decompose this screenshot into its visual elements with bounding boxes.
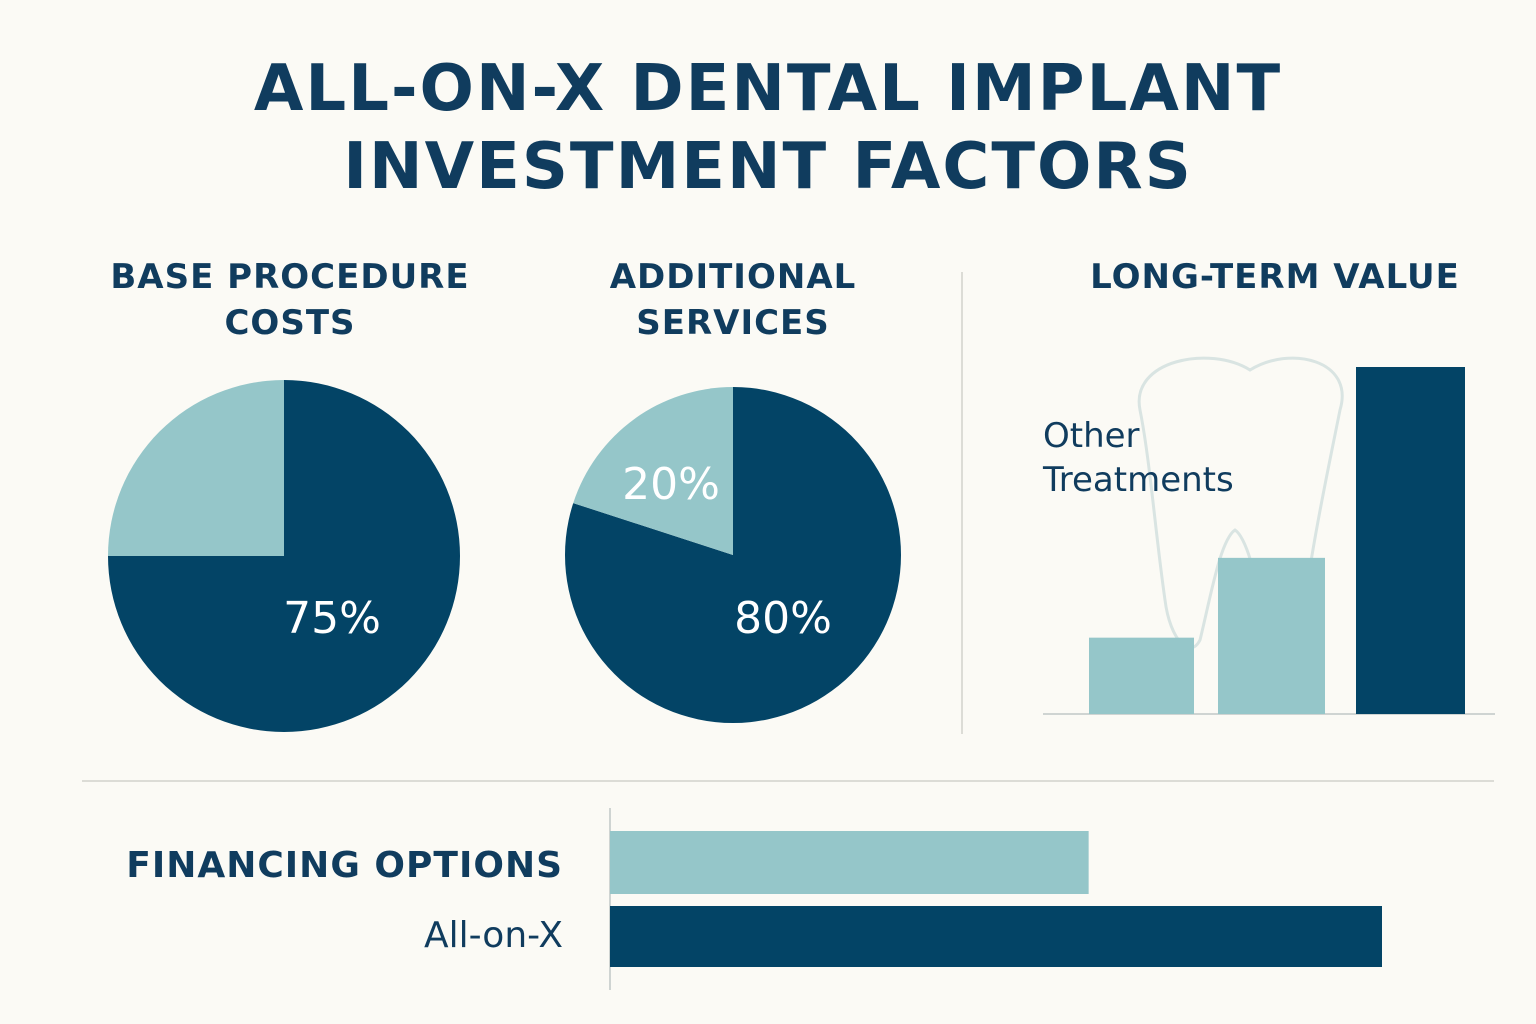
long-term-value-bar-2 (1356, 367, 1465, 714)
base-costs-slice-label-0: 75% (283, 593, 381, 644)
additional-services-slice-label-1: 20% (622, 459, 720, 510)
base-costs-slice-1 (108, 380, 284, 556)
financing-options-label: FINANCING OPTIONS (126, 845, 563, 886)
additional-services-slice-label-0: 80% (734, 593, 832, 644)
other-treatments-label: Other Treatments (1043, 416, 1234, 500)
page-title: ALL-ON-X DENTAL IMPLANT INVESTMENT FACTO… (0, 50, 1536, 206)
long-term-value-title: LONG-TERM VALUE (1090, 257, 1460, 297)
additional-services-title: ADDITIONAL SERVICES (609, 257, 857, 343)
base-costs-title: BASE PROCEDURE COSTS (110, 257, 470, 343)
financing-bar-0 (610, 831, 1089, 894)
additional-services-slice-0 (565, 387, 901, 724)
title-line-1: ALL-ON-X DENTAL IMPLANT (253, 52, 1283, 126)
horizontal-divider (82, 780, 1494, 782)
additional-services-slice-1 (573, 387, 733, 555)
base-costs-slice-0 (108, 380, 460, 732)
financing-bar-1 (610, 906, 1382, 967)
vertical-divider (961, 272, 963, 734)
all-on-x-label: All-on-X (424, 915, 563, 956)
tooth-outline-icon (1137, 356, 1344, 650)
title-line-2: INVESTMENT FACTORS (343, 130, 1193, 204)
